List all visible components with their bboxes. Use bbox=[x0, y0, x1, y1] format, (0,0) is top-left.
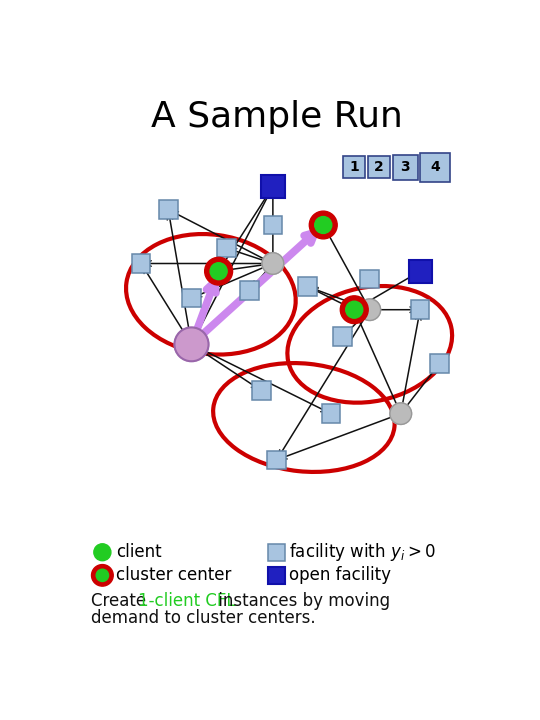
Text: 3: 3 bbox=[401, 161, 410, 174]
Text: 1-client CFL: 1-client CFL bbox=[138, 592, 235, 610]
Circle shape bbox=[96, 570, 109, 582]
FancyBboxPatch shape bbox=[299, 277, 317, 296]
Circle shape bbox=[340, 296, 368, 323]
Circle shape bbox=[390, 403, 411, 424]
Text: 1: 1 bbox=[349, 161, 359, 174]
Text: A Sample Run: A Sample Run bbox=[151, 100, 403, 134]
Text: demand to cluster centers.: demand to cluster centers. bbox=[91, 608, 315, 626]
FancyBboxPatch shape bbox=[430, 354, 449, 373]
FancyBboxPatch shape bbox=[268, 567, 285, 584]
Circle shape bbox=[94, 544, 111, 561]
FancyBboxPatch shape bbox=[240, 282, 259, 300]
Circle shape bbox=[262, 253, 284, 274]
FancyBboxPatch shape bbox=[408, 260, 432, 283]
Circle shape bbox=[359, 299, 381, 320]
Circle shape bbox=[309, 211, 337, 239]
FancyBboxPatch shape bbox=[264, 216, 282, 234]
Circle shape bbox=[210, 263, 227, 279]
Text: 4: 4 bbox=[430, 161, 440, 174]
Text: instances by moving: instances by moving bbox=[213, 592, 390, 610]
Circle shape bbox=[174, 328, 208, 361]
FancyBboxPatch shape bbox=[322, 405, 340, 423]
FancyBboxPatch shape bbox=[267, 451, 286, 469]
Text: cluster center: cluster center bbox=[116, 567, 232, 585]
FancyBboxPatch shape bbox=[393, 155, 418, 180]
FancyBboxPatch shape bbox=[268, 544, 285, 561]
FancyBboxPatch shape bbox=[333, 328, 352, 346]
Text: client: client bbox=[116, 544, 162, 562]
FancyBboxPatch shape bbox=[411, 300, 429, 319]
FancyBboxPatch shape bbox=[343, 156, 365, 178]
FancyBboxPatch shape bbox=[420, 153, 450, 182]
Circle shape bbox=[205, 257, 233, 285]
Text: open facility: open facility bbox=[289, 567, 391, 585]
Text: 2: 2 bbox=[374, 161, 384, 174]
FancyBboxPatch shape bbox=[261, 175, 285, 198]
FancyBboxPatch shape bbox=[368, 156, 390, 178]
FancyBboxPatch shape bbox=[159, 200, 178, 219]
FancyBboxPatch shape bbox=[252, 382, 271, 400]
FancyBboxPatch shape bbox=[182, 289, 201, 307]
FancyBboxPatch shape bbox=[132, 254, 151, 273]
Circle shape bbox=[346, 301, 363, 318]
Text: Create: Create bbox=[91, 592, 151, 610]
Circle shape bbox=[315, 217, 332, 233]
Text: facility with $y_i > 0$: facility with $y_i > 0$ bbox=[289, 541, 436, 563]
FancyBboxPatch shape bbox=[361, 270, 379, 288]
FancyBboxPatch shape bbox=[217, 239, 235, 257]
Circle shape bbox=[91, 564, 113, 586]
